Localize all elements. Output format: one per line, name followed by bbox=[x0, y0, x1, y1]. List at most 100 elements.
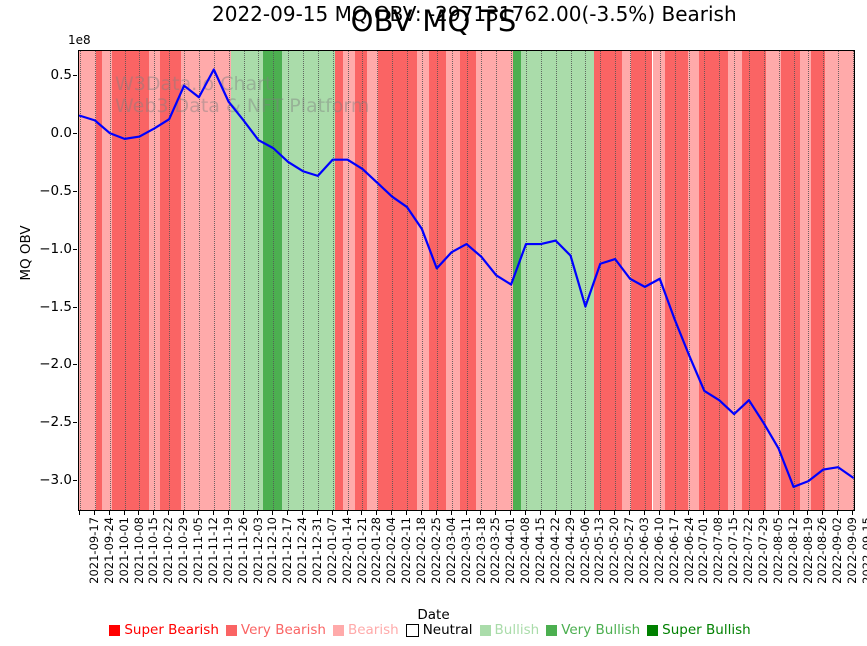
obv-line-series bbox=[79, 68, 854, 488]
grid-line bbox=[644, 51, 647, 510]
x-tick-mark bbox=[673, 511, 675, 515]
sentiment-band bbox=[416, 51, 430, 510]
grid-line bbox=[481, 51, 483, 510]
x-tick-mark bbox=[242, 511, 244, 515]
grid-line bbox=[615, 51, 617, 510]
x-tick-label: 2022-08-12 bbox=[785, 517, 800, 584]
x-tick-label: 2021-10-29 bbox=[176, 517, 191, 584]
x-tick-mark bbox=[629, 511, 631, 515]
x-tick-label: 2021-11-05 bbox=[191, 517, 206, 584]
legend-entry[interactable]: Very Bearish bbox=[225, 622, 326, 638]
sentiment-band bbox=[765, 51, 782, 510]
x-axis-label: Date bbox=[417, 607, 450, 623]
legend-label: Super Bullish bbox=[662, 622, 751, 638]
x-tick-label: 2022-05-06 bbox=[577, 517, 592, 584]
x-tick-label: 2021-10-22 bbox=[161, 517, 176, 584]
x-tick-mark bbox=[138, 511, 140, 515]
grid-line bbox=[585, 51, 587, 510]
y-tick-mark bbox=[73, 248, 77, 250]
sentiment-band bbox=[298, 51, 335, 510]
legend-swatch-icon bbox=[479, 624, 491, 636]
sentiment-band bbox=[520, 51, 595, 510]
x-tick-mark bbox=[406, 511, 408, 515]
legend-swatch-icon bbox=[647, 624, 659, 636]
x-tick-mark bbox=[316, 511, 318, 515]
x-tick-label: 2022-02-04 bbox=[384, 517, 399, 584]
x-tick-label: 2021-12-24 bbox=[295, 517, 310, 584]
x-tick-mark bbox=[703, 511, 705, 515]
x-tick-mark bbox=[554, 511, 556, 515]
grid-line bbox=[154, 51, 156, 510]
legend-swatch-icon bbox=[109, 624, 121, 636]
grid-line bbox=[466, 51, 469, 510]
sentiment-band bbox=[159, 51, 182, 510]
sentiment-band bbox=[378, 51, 417, 510]
legend-entry[interactable]: Bullish bbox=[479, 622, 540, 638]
y-tick-label: −1.0 bbox=[39, 240, 72, 257]
grid-line bbox=[748, 51, 751, 510]
x-tick-label: 2022-06-03 bbox=[637, 517, 652, 584]
x-tick-mark bbox=[539, 511, 541, 515]
grid-line bbox=[823, 51, 825, 510]
x-tick-label: 2022-01-21 bbox=[354, 517, 369, 584]
x-tick-label: 2022-07-29 bbox=[755, 517, 770, 584]
x-tick-label: 2022-04-08 bbox=[518, 517, 533, 584]
sentiment-band bbox=[688, 51, 699, 510]
x-tick-mark bbox=[197, 511, 199, 515]
x-axis-ticks: 2021-09-17 2021-09-24 2021-10-01 2021-10-08… bbox=[78, 511, 867, 606]
legend-swatch-icon bbox=[405, 623, 419, 637]
grid-line bbox=[763, 51, 766, 510]
grid-line bbox=[674, 51, 677, 510]
grid-line bbox=[496, 51, 498, 510]
sentiment-band bbox=[210, 51, 231, 510]
legend-entry[interactable]: Bearish bbox=[332, 622, 399, 638]
grid-line bbox=[704, 51, 706, 510]
legend-label: Bullish bbox=[494, 622, 540, 638]
grid-line bbox=[734, 51, 736, 510]
sentiment-band bbox=[742, 51, 766, 510]
x-tick-mark bbox=[331, 511, 333, 515]
grid-line bbox=[436, 51, 439, 510]
x-tick-mark bbox=[420, 511, 422, 515]
x-tick-label: 2021-12-10 bbox=[265, 517, 280, 584]
legend-entry[interactable]: Neutral bbox=[405, 622, 473, 638]
x-tick-label: 2021-09-24 bbox=[101, 517, 116, 584]
x-tick-label: 2022-04-01 bbox=[503, 517, 518, 584]
x-tick-label: 2022-07-08 bbox=[711, 517, 726, 584]
x-tick-mark bbox=[450, 511, 452, 515]
x-tick-mark bbox=[79, 511, 80, 515]
grid-line bbox=[213, 51, 216, 510]
x-tick-mark bbox=[301, 511, 303, 515]
sentiment-band bbox=[728, 51, 743, 510]
x-tick-label: 2021-09-17 bbox=[87, 517, 101, 584]
grid-line bbox=[302, 51, 305, 510]
x-tick-label: 2022-07-01 bbox=[696, 517, 711, 584]
x-tick-label: 2022-08-19 bbox=[800, 517, 815, 584]
y-tick-label: 0.5 bbox=[50, 67, 72, 84]
legend-entry[interactable]: Super Bearish bbox=[109, 622, 219, 638]
y-tick-label: −2.5 bbox=[39, 414, 72, 431]
y-tick-mark bbox=[73, 364, 77, 366]
x-tick-label: 2021-11-12 bbox=[205, 517, 220, 584]
x-tick-mark bbox=[718, 511, 720, 515]
grid-line bbox=[94, 51, 97, 510]
y-axis-offset-label: 1e8 bbox=[68, 33, 91, 47]
x-tick-mark bbox=[123, 511, 125, 515]
sentiment-band bbox=[102, 51, 112, 510]
y-tick-mark bbox=[73, 480, 77, 482]
y-axis-ticks: 0.5 0.0 −0.5 −1.0 −1.5 −2.0 −2.5 −3.0 bbox=[0, 50, 77, 511]
x-tick-mark bbox=[837, 511, 839, 515]
y-tick-label: −1.5 bbox=[39, 298, 72, 315]
sentiment-band bbox=[79, 51, 97, 510]
x-tick-mark bbox=[599, 511, 601, 515]
x-tick-label: 2022-03-04 bbox=[443, 517, 458, 584]
grid-line bbox=[540, 51, 543, 510]
x-tick-mark bbox=[747, 511, 749, 515]
grid-line bbox=[600, 51, 602, 510]
legend-entry[interactable]: Super Bullish bbox=[647, 622, 751, 638]
x-tick-label: 2022-04-15 bbox=[532, 517, 547, 584]
grid-line bbox=[109, 51, 112, 510]
sentiment-band bbox=[460, 51, 476, 510]
x-tick-mark bbox=[777, 511, 779, 515]
legend-entry[interactable]: Very Bullish bbox=[546, 622, 640, 638]
